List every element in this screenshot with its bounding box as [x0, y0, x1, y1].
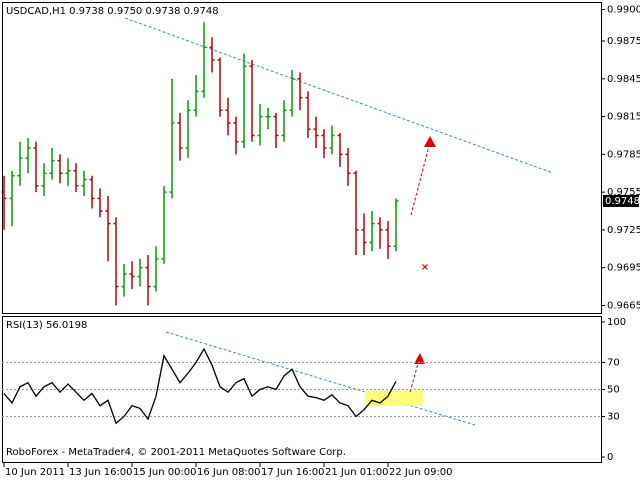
x-tick-label: 15 Jun 00:00 — [133, 467, 197, 478]
rsi-arrow-head — [414, 353, 425, 364]
price-tag-bg — [603, 194, 639, 207]
y-tick-label: 50 — [607, 384, 620, 395]
rsi-line — [3, 347, 397, 425]
y-tick-label: 0 — [607, 452, 613, 463]
x-tick-label: 16 Jun 08:00 — [197, 467, 261, 478]
rsi-trend-line — [165, 331, 476, 426]
y-tick-label: 30 — [607, 411, 620, 422]
y-tick-label: 0.9900 — [607, 5, 640, 16]
y-tick-label: 0.9755 — [607, 187, 640, 198]
x-tick-label: 10 Jun 2011 — [5, 467, 65, 478]
y-tick-label: 0.9695 — [607, 263, 640, 274]
x-tick-label: 13 Jun 16:00 — [69, 467, 133, 478]
rsi-title: RSI(13) 56.0198 — [6, 320, 87, 331]
rsi-forecast-arrow — [409, 359, 420, 393]
highlight-zone — [365, 391, 423, 406]
price-title: USDCAD,H1 0.9738 0.9750 0.9738 0.9748 — [6, 6, 219, 17]
x-tick-label: 17 Jun 16:00 — [261, 467, 325, 478]
y-tick-label: 0.9785 — [607, 149, 640, 160]
trend-line — [124, 17, 554, 174]
target-mark: × — [421, 262, 429, 273]
copyright: RoboForex - MetaTrader4, © 2001-2011 Met… — [6, 447, 346, 458]
y-tick-label: 0.9665 — [607, 300, 640, 311]
forecast-arrow — [410, 141, 431, 216]
y-tick-label: 0.9845 — [607, 74, 640, 85]
x-tick-label: 21 Jun 01:00 — [325, 467, 389, 478]
y-tick-label: 0.9725 — [607, 225, 640, 236]
y-tick-label: 70 — [607, 357, 620, 368]
y-tick-label: 0.9875 — [607, 36, 640, 47]
current-price: 0.9748 — [605, 196, 640, 207]
arrow-head — [424, 136, 436, 147]
x-tick-label: 22 Jun 09:00 — [389, 467, 453, 478]
y-tick-label: 100 — [607, 317, 626, 328]
price-panel — [2, 2, 602, 314]
y-tick-label: 0.9815 — [607, 112, 640, 123]
